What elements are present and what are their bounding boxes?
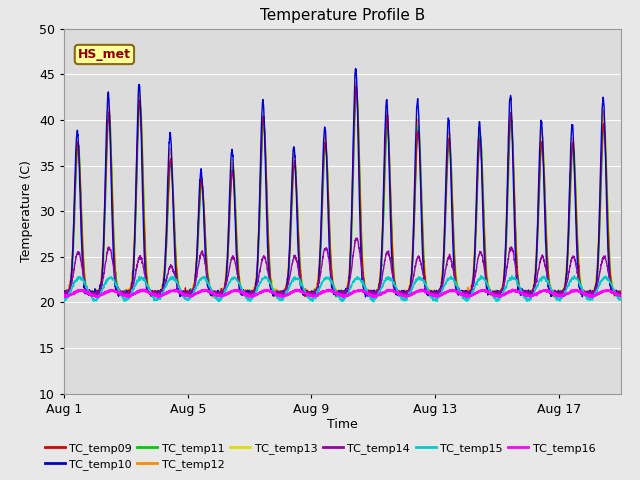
TC_temp10 (360, 289, 368, 295)
TC_temp16 (139, 287, 147, 292)
TC_temp11 (366, 294, 374, 300)
Line: TC_temp14: TC_temp14 (64, 238, 621, 297)
TC_temp15 (114, 286, 122, 291)
TC_temp15 (477, 273, 484, 278)
TC_temp16 (617, 293, 625, 299)
TC_temp09 (360, 282, 368, 288)
Line: TC_temp13: TC_temp13 (64, 85, 621, 298)
TC_temp09 (60, 288, 68, 294)
Text: HS_met: HS_met (78, 48, 131, 61)
TC_temp10 (148, 291, 156, 297)
TC_temp13 (353, 82, 360, 88)
TC_temp09 (148, 291, 156, 297)
TC_temp16 (114, 289, 122, 295)
Line: TC_temp12: TC_temp12 (64, 83, 621, 297)
TC_temp12 (360, 282, 368, 288)
TC_temp14 (115, 284, 122, 290)
TC_temp14 (184, 291, 191, 297)
TC_temp16 (360, 289, 368, 295)
Legend: TC_temp09, TC_temp10, TC_temp11, TC_temp12, TC_temp13, TC_temp14, TC_temp15, TC_: TC_temp09, TC_temp10, TC_temp11, TC_temp… (40, 438, 600, 474)
TC_temp09 (617, 289, 625, 295)
TC_temp16 (545, 288, 553, 294)
TC_temp15 (148, 292, 156, 298)
TC_temp09 (545, 280, 553, 286)
TC_temp10 (60, 291, 68, 297)
TC_temp11 (360, 280, 368, 286)
Line: TC_temp16: TC_temp16 (64, 289, 621, 297)
X-axis label: Time: Time (327, 419, 358, 432)
TC_temp10 (362, 294, 369, 300)
TC_temp11 (353, 87, 360, 93)
TC_temp13 (545, 274, 553, 280)
TC_temp11 (60, 288, 68, 294)
TC_temp16 (148, 292, 156, 298)
TC_temp09 (352, 84, 360, 89)
TC_temp09 (114, 288, 122, 294)
TC_temp12 (545, 277, 553, 283)
TC_temp16 (262, 287, 270, 292)
TC_temp10 (262, 183, 270, 189)
Line: TC_temp09: TC_temp09 (64, 86, 621, 297)
TC_temp12 (60, 290, 68, 296)
TC_temp15 (370, 299, 378, 305)
TC_temp15 (60, 295, 68, 301)
TC_temp09 (262, 167, 270, 172)
Line: TC_temp10: TC_temp10 (64, 69, 621, 297)
TC_temp11 (545, 278, 553, 284)
TC_temp12 (184, 288, 191, 294)
TC_temp13 (114, 284, 122, 289)
TC_temp15 (262, 274, 270, 280)
TC_temp14 (262, 260, 270, 266)
TC_temp13 (262, 158, 270, 164)
TC_temp14 (353, 235, 361, 241)
TC_temp09 (428, 294, 435, 300)
TC_temp12 (352, 80, 360, 85)
TC_temp14 (617, 291, 625, 297)
Title: Temperature Profile B: Temperature Profile B (260, 9, 425, 24)
Line: TC_temp11: TC_temp11 (64, 90, 621, 297)
TC_temp15 (617, 297, 625, 302)
TC_temp12 (617, 292, 625, 298)
TC_temp13 (148, 291, 156, 297)
TC_temp12 (262, 172, 270, 178)
TC_temp15 (545, 281, 553, 287)
TC_temp13 (360, 275, 368, 281)
TC_temp10 (352, 66, 360, 72)
Line: TC_temp15: TC_temp15 (64, 276, 621, 302)
TC_temp15 (360, 284, 368, 289)
TC_temp15 (184, 298, 191, 303)
TC_temp13 (617, 291, 625, 297)
TC_temp16 (184, 292, 191, 298)
TC_temp10 (545, 289, 553, 295)
TC_temp09 (184, 290, 191, 296)
TC_temp12 (114, 285, 122, 290)
TC_temp14 (360, 281, 368, 287)
TC_temp11 (262, 159, 270, 165)
Y-axis label: Temperature (C): Temperature (C) (20, 160, 33, 262)
TC_temp16 (588, 294, 596, 300)
TC_temp10 (184, 289, 191, 295)
TC_temp13 (184, 290, 191, 296)
TC_temp10 (114, 289, 122, 295)
TC_temp14 (148, 291, 156, 297)
TC_temp13 (490, 295, 497, 301)
TC_temp12 (148, 290, 156, 296)
TC_temp14 (545, 281, 553, 287)
TC_temp13 (60, 290, 68, 296)
TC_temp11 (184, 289, 191, 295)
TC_temp11 (617, 290, 625, 296)
TC_temp14 (60, 290, 68, 296)
TC_temp12 (209, 294, 217, 300)
TC_temp10 (617, 293, 625, 299)
TC_temp14 (91, 294, 99, 300)
TC_temp11 (114, 290, 122, 296)
TC_temp16 (60, 293, 68, 299)
TC_temp11 (148, 290, 156, 296)
